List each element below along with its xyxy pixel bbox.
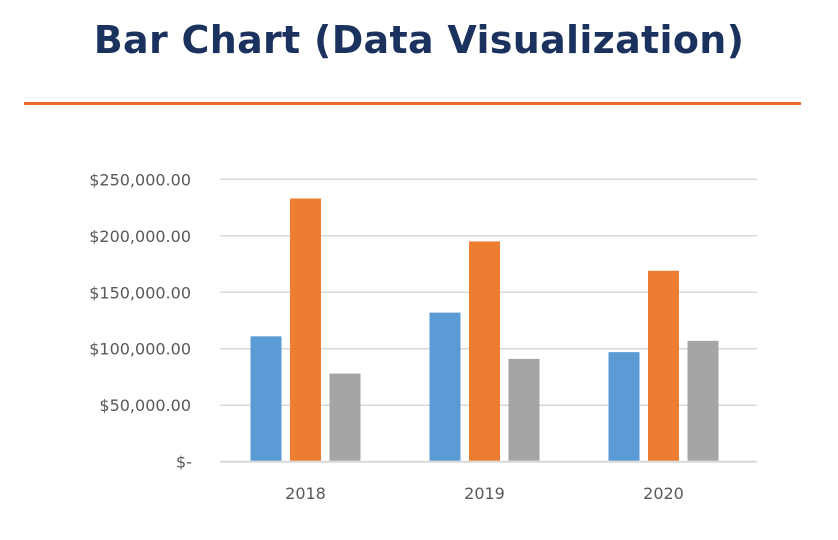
bar-2020-series-2 (648, 270, 679, 461)
bar-2018-series-2 (290, 198, 321, 461)
y-tick-label: $250,000.00 (89, 170, 191, 189)
x-tick-label: 2018 (285, 484, 326, 503)
page-title: Bar Chart (Data Visualization) (93, 18, 745, 62)
y-tick-label: $150,000.00 (89, 283, 191, 302)
y-tick-label: $200,000.00 (89, 227, 191, 246)
bar-2020-series-1 (608, 352, 640, 461)
bar-2019-series-2 (469, 241, 500, 461)
y-tick-label: $100,000.00 (89, 340, 191, 359)
bar-2018-series-1 (250, 336, 282, 461)
x-tick-label: 2019 (464, 484, 505, 503)
bar-2020-series-3 (687, 340, 719, 461)
bar-2019-series-3 (508, 358, 540, 461)
y-tick-label: $- (176, 453, 192, 472)
bar-2018-series-3 (329, 373, 361, 461)
x-tick-label: 2020 (643, 484, 684, 503)
y-tick-label: $50,000.00 (99, 396, 191, 415)
bar-2019-series-1 (429, 312, 461, 461)
title-divider (24, 102, 801, 105)
